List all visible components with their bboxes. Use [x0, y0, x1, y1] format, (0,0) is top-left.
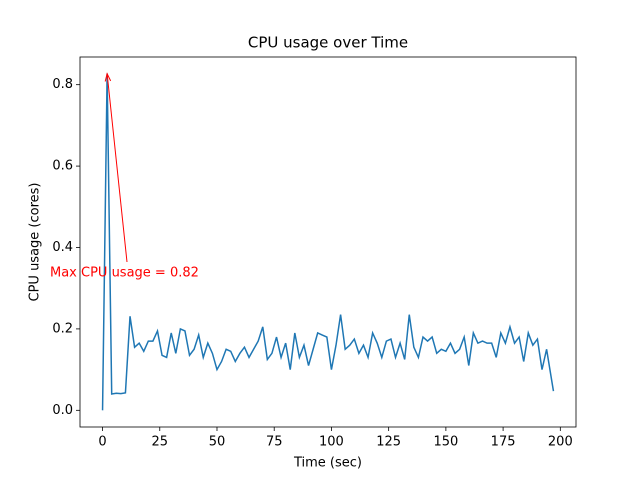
x-tick-label: 175 — [491, 435, 516, 450]
line-series — [101, 73, 555, 411]
chart-title: CPU usage over Time — [248, 34, 408, 52]
x-tick-label: 100 — [319, 435, 344, 450]
x-axis-label: Time (sec) — [293, 456, 362, 471]
y-tick-label: 0.2 — [52, 321, 73, 336]
annotation-arrowhead — [104, 72, 112, 82]
x-tick-label: 125 — [376, 435, 401, 450]
x-tick-label: 150 — [433, 435, 458, 450]
x-tick-label: 0 — [98, 435, 106, 450]
annotation: Max CPU usage = 0.82 — [50, 266, 199, 281]
x-tick-label: 50 — [209, 435, 226, 450]
y-tick-label: 0.4 — [52, 240, 73, 255]
y-axis-label: CPU usage (cores) — [28, 183, 43, 302]
plot-frame — [79, 56, 577, 428]
x-tick-label: 75 — [266, 435, 283, 450]
y-tick-label: 0.8 — [52, 77, 73, 92]
y-tick-label: 0.0 — [52, 403, 73, 418]
x-tick-label: 25 — [151, 435, 168, 450]
annotation-arrow — [106, 73, 128, 263]
y-tick-label: 0.6 — [52, 159, 73, 174]
x-tick-label: 200 — [548, 435, 573, 450]
